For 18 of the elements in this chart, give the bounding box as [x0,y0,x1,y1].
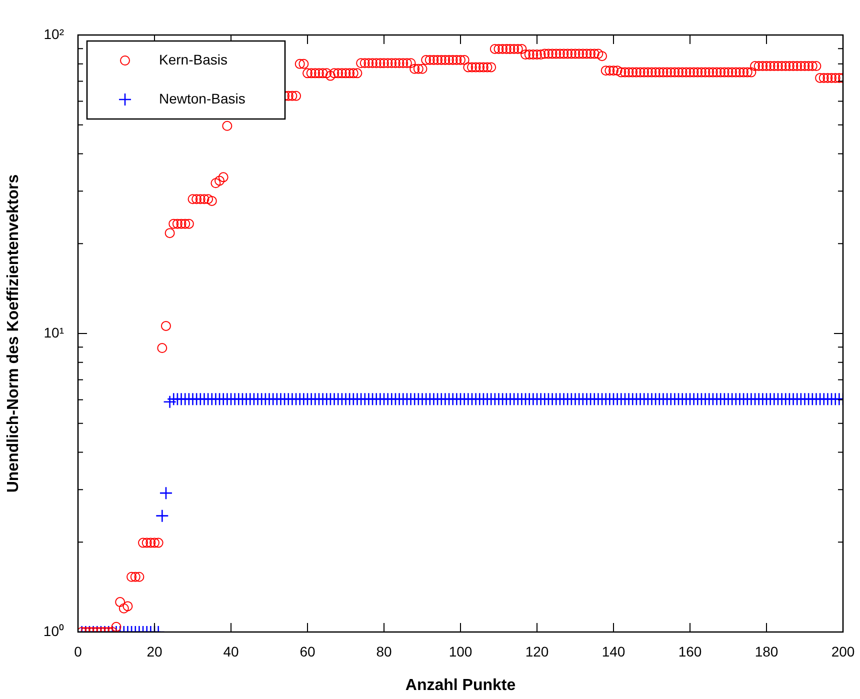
legend-label: Newton-Basis [159,90,246,106]
y-axis-title: Unendlich-Norm des Koeffizientenvektors [5,174,22,493]
y-tick-label: 10¹ [44,324,64,340]
x-tick-label: 20 [146,643,162,660]
x-tick-label: 0 [74,643,82,660]
x-tick-label: 40 [223,643,239,660]
x-axis-title: Anzahl Punkte [405,676,516,694]
x-tick-label: 80 [376,643,392,660]
x-tick-label: 120 [525,643,549,660]
y-tick-label: 10⁰ [43,622,64,639]
x-tick-label: 160 [678,643,702,660]
legend-label: Kern-Basis [159,51,228,68]
y-tick-label: 10² [44,26,64,42]
x-tick-label: 60 [300,643,316,660]
x-tick-label: 200 [831,643,855,660]
x-tick-label: 140 [602,643,626,660]
x-tick-label: 100 [448,643,472,660]
x-tick-label: 180 [754,643,778,660]
